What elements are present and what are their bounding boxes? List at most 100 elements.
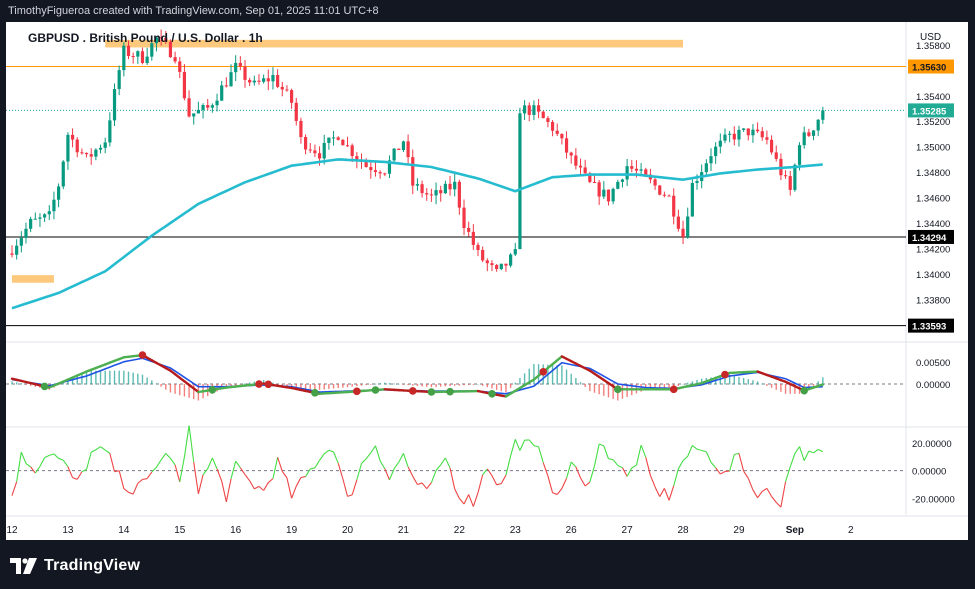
candle-body[interactable]	[499, 263, 503, 270]
candle-body[interactable]	[662, 194, 666, 196]
candle-body[interactable]	[364, 161, 368, 168]
candle-body[interactable]	[401, 141, 406, 150]
candle-body[interactable]	[29, 218, 33, 229]
candle-body[interactable]	[164, 37, 168, 42]
macd-cross-marker[interactable]	[446, 387, 454, 396]
candle-body[interactable]	[145, 56, 149, 63]
candle-body[interactable]	[397, 148, 401, 150]
candle-body[interactable]	[588, 173, 592, 183]
candle-body[interactable]	[658, 185, 662, 195]
candle-body[interactable]	[504, 263, 508, 266]
candle-body[interactable]	[625, 166, 629, 180]
candle-body[interactable]	[178, 61, 182, 72]
candle-body[interactable]	[299, 120, 303, 138]
candle-body[interactable]	[448, 183, 452, 190]
candle-body[interactable]	[709, 156, 713, 164]
candle-body[interactable]	[38, 217, 42, 219]
candle-body[interactable]	[555, 130, 559, 134]
candle-body[interactable]	[108, 120, 112, 143]
candle-body[interactable]	[89, 154, 93, 157]
candle-body[interactable]	[70, 134, 75, 140]
candle-body[interactable]	[285, 89, 289, 91]
candle-body[interactable]	[788, 176, 792, 190]
candle-body[interactable]	[509, 254, 513, 266]
candle-body[interactable]	[266, 78, 270, 82]
candle-body[interactable]	[98, 147, 103, 150]
candle-body[interactable]	[257, 80, 261, 82]
candle-body[interactable]	[43, 214, 47, 218]
candle-body[interactable]	[350, 145, 354, 157]
candle-body[interactable]	[303, 137, 308, 150]
candle-body[interactable]	[541, 111, 545, 119]
candle-body[interactable]	[187, 98, 191, 117]
candle-body[interactable]	[429, 194, 433, 196]
candle-body[interactable]	[816, 119, 820, 131]
candle-body[interactable]	[154, 37, 159, 44]
candle-body[interactable]	[686, 216, 690, 237]
candle-body[interactable]	[341, 139, 345, 146]
candle-body[interactable]	[760, 131, 764, 138]
candle-body[interactable]	[597, 182, 601, 197]
ema-line[interactable]	[11, 158, 823, 310]
candle-body[interactable]	[206, 104, 210, 108]
candle-body[interactable]	[378, 172, 382, 174]
candle-body[interactable]	[690, 182, 694, 217]
candle-body[interactable]	[173, 57, 177, 62]
candle-body[interactable]	[606, 189, 611, 202]
candle-body[interactable]	[667, 195, 671, 197]
candle-body[interactable]	[15, 245, 19, 255]
macd-cross-marker[interactable]	[408, 387, 417, 395]
time-axis[interactable]: 12 13 14 15 16 19 20 21 22 23 26 27 28 29 Sep 2	[6, 515, 968, 536]
candle-body[interactable]	[150, 43, 154, 57]
candle-body[interactable]	[704, 163, 708, 173]
candle-body[interactable]	[602, 189, 606, 197]
candle-body[interactable]	[793, 164, 797, 190]
candle-body[interactable]	[313, 150, 317, 154]
macd-cross-marker[interactable]	[40, 382, 49, 391]
macd-cross-marker[interactable]	[264, 380, 273, 389]
candle-body[interactable]	[276, 75, 280, 87]
candle-body[interactable]	[234, 62, 238, 73]
candle-body[interactable]	[797, 145, 802, 165]
level-price-badge[interactable]	[908, 59, 954, 74]
last-price-badge[interactable]	[908, 103, 954, 118]
candle-body[interactable]	[10, 253, 14, 255]
candle-body[interactable]	[485, 260, 489, 264]
candle-body[interactable]	[523, 105, 527, 114]
candle-body[interactable]	[746, 128, 750, 136]
candle-body[interactable]	[453, 181, 457, 190]
candle-body[interactable]	[630, 166, 634, 169]
candle-body[interactable]	[769, 139, 774, 153]
candle-body[interactable]	[24, 228, 28, 238]
macd-cross-marker[interactable]	[614, 385, 622, 394]
candle-body[interactable]	[774, 152, 778, 159]
candle-body[interactable]	[821, 110, 825, 120]
candle-body[interactable]	[75, 139, 79, 153]
candle-body[interactable]	[536, 105, 541, 112]
candle-body[interactable]	[369, 167, 373, 171]
candle-body[interactable]	[476, 244, 480, 251]
candle-body[interactable]	[811, 130, 816, 136]
candle-body[interactable]	[550, 122, 555, 131]
candle-body[interactable]	[84, 152, 89, 155]
candle-body[interactable]	[467, 228, 471, 232]
candle-body[interactable]	[215, 100, 219, 106]
candle-body[interactable]	[802, 132, 806, 146]
candle-body[interactable]	[248, 79, 252, 83]
tradingview-logo[interactable]: TradingView	[10, 556, 140, 576]
candle-body[interactable]	[620, 179, 625, 182]
candle-body[interactable]	[495, 264, 499, 270]
candle-body[interactable]	[345, 145, 350, 147]
candle-body[interactable]	[681, 228, 685, 237]
macd-cross-marker[interactable]	[721, 370, 729, 379]
candle-body[interactable]	[742, 128, 746, 130]
macd-cross-marker[interactable]	[311, 389, 319, 397]
candle-body[interactable]	[94, 149, 98, 157]
resistance-zone[interactable]	[105, 39, 684, 48]
candle-body[interactable]	[224, 85, 228, 87]
candle-body[interactable]	[471, 231, 475, 245]
candle-body[interactable]	[383, 173, 387, 175]
candle-body[interactable]	[290, 90, 294, 103]
candle-body[interactable]	[373, 170, 378, 173]
candle-body[interactable]	[723, 134, 727, 141]
